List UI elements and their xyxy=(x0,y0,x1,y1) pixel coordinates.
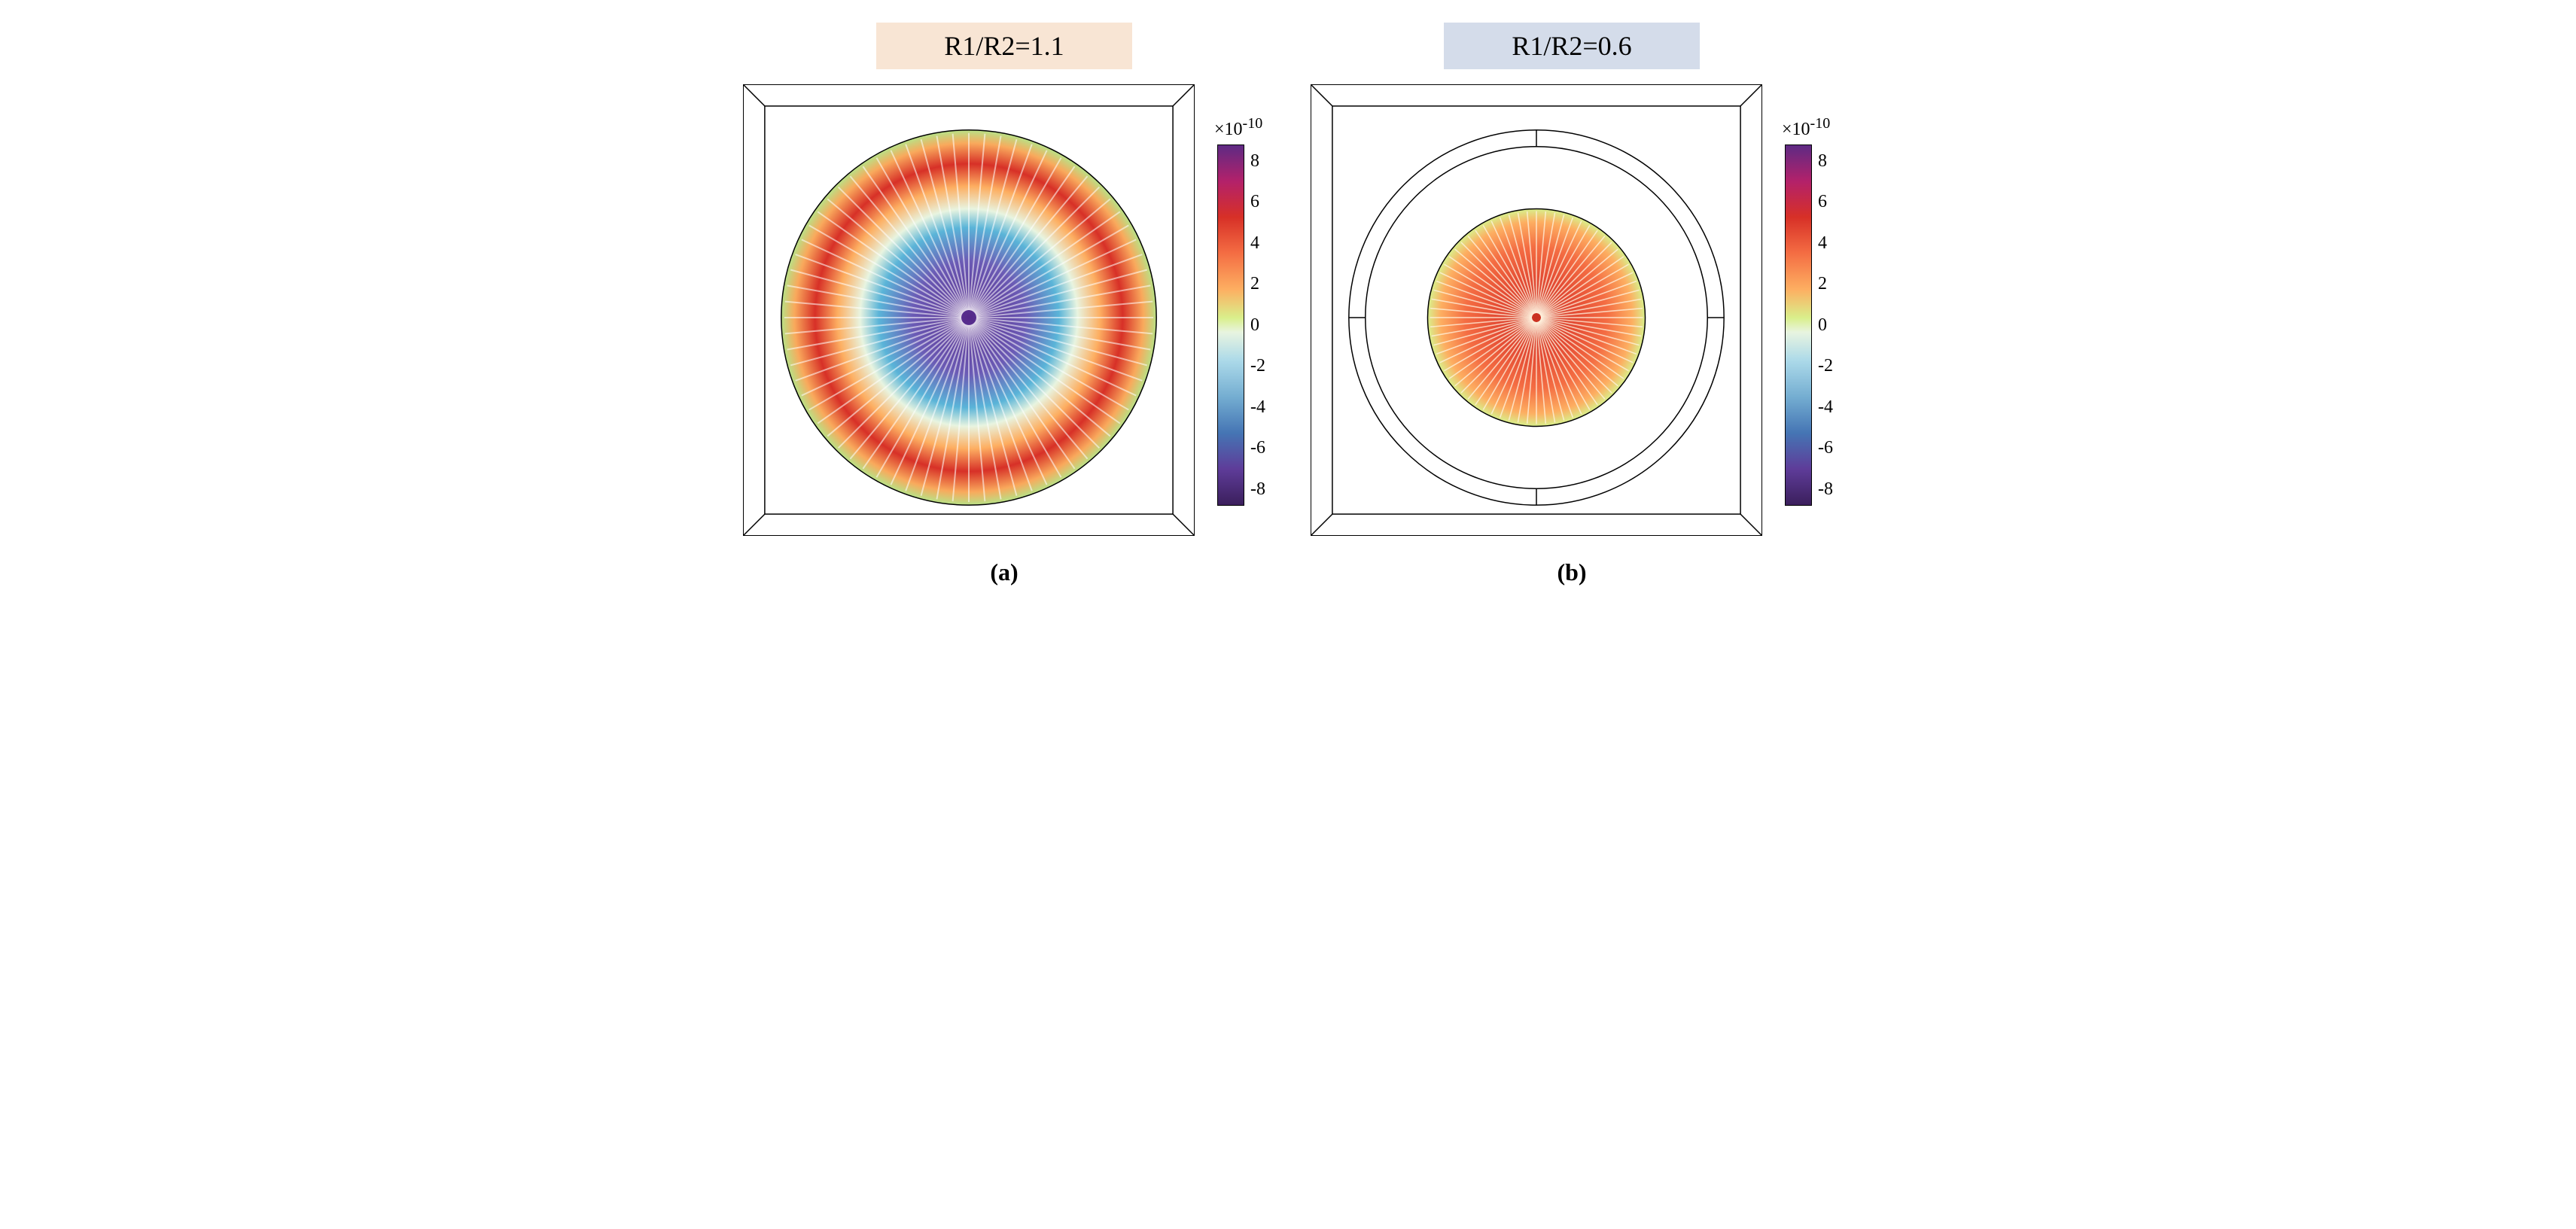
colorbar-gradient-b xyxy=(1785,144,1812,506)
colorbar-tick: 4 xyxy=(1818,234,1833,252)
panel-a-title: R1/R2=1.1 xyxy=(876,23,1131,69)
colorbar-tick: 2 xyxy=(1818,275,1833,293)
panel-a-colorbar: ×10-10 8 6 4 2 0 -2 -4 -6 -8 xyxy=(1217,115,1265,506)
colorbar-row-b: 8 6 4 2 0 -2 -4 -6 -8 xyxy=(1785,144,1833,506)
colorbar-tick: 0 xyxy=(1818,316,1833,334)
panel-a-svg xyxy=(744,85,1194,535)
colorbar-tick: 2 xyxy=(1250,275,1265,293)
panel-a-frame xyxy=(743,84,1195,536)
colorbar-ticks-b: 8 6 4 2 0 -2 -4 -6 -8 xyxy=(1818,144,1833,506)
colorbar-tick: 8 xyxy=(1818,152,1833,170)
colorbar-tick: -2 xyxy=(1250,357,1265,375)
colorbar-exp-sup: -10 xyxy=(1243,115,1263,132)
colorbar-exp-base: ×10 xyxy=(1214,120,1243,139)
colorbar-tick: -2 xyxy=(1818,357,1833,375)
colorbar-tick: -4 xyxy=(1250,398,1265,416)
colorbar-row: 8 6 4 2 0 -2 -4 -6 -8 xyxy=(1217,144,1265,506)
panel-b-svg xyxy=(1311,85,1761,535)
panel-a: R1/R2=1.1 ×10-10 8 6 4 2 xyxy=(743,23,1265,586)
colorbar-tick: -6 xyxy=(1818,439,1833,457)
colorbar-exp-sup-b: -10 xyxy=(1810,115,1831,132)
panel-b: R1/R2=0.6 ×10-10 8 6 4 2 0 -2 -4 -6 -8 xyxy=(1311,23,1833,586)
colorbar-tick: 0 xyxy=(1250,316,1265,334)
panel-a-plot-row: ×10-10 8 6 4 2 0 -2 -4 -6 -8 xyxy=(743,84,1265,536)
colorbar-tick: 8 xyxy=(1250,152,1265,170)
colorbar-exponent-b: ×10-10 xyxy=(1782,115,1830,140)
colorbar-tick: 4 xyxy=(1250,234,1265,252)
colorbar-tick: 6 xyxy=(1818,193,1833,211)
colorbar-tick: -6 xyxy=(1250,439,1265,457)
panel-b-frame xyxy=(1311,84,1762,536)
colorbar-tick: -8 xyxy=(1818,480,1833,498)
panel-b-colorbar: ×10-10 8 6 4 2 0 -2 -4 -6 -8 xyxy=(1785,115,1833,506)
colorbar-tick: -4 xyxy=(1818,398,1833,416)
colorbar-exponent: ×10-10 xyxy=(1214,115,1262,140)
panel-b-title: R1/R2=0.6 xyxy=(1444,23,1699,69)
panel-b-plot-row: ×10-10 8 6 4 2 0 -2 -4 -6 -8 xyxy=(1311,84,1833,536)
panel-b-caption: (b) xyxy=(1557,558,1586,586)
colorbar-gradient-a xyxy=(1217,144,1244,506)
colorbar-tick: -8 xyxy=(1250,480,1265,498)
colorbar-ticks-a: 8 6 4 2 0 -2 -4 -6 -8 xyxy=(1250,144,1265,506)
colorbar-tick: 6 xyxy=(1250,193,1265,211)
panel-a-caption: (a) xyxy=(990,558,1018,586)
figure-container: R1/R2=1.1 ×10-10 8642 xyxy=(743,23,1833,586)
colorbar-exp-base-b: ×10 xyxy=(1782,120,1810,139)
